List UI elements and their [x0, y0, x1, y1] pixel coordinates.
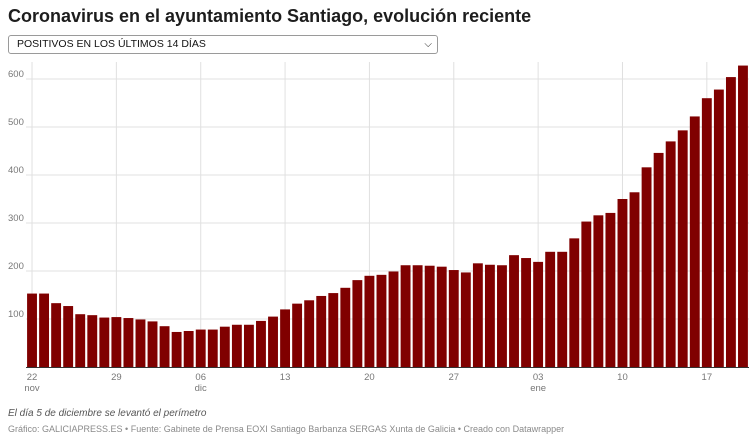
bar[interactable] [665, 141, 676, 367]
y-tick-label: 200 [8, 261, 24, 272]
bar[interactable] [256, 320, 266, 367]
y-tick-label: 600 [8, 69, 24, 80]
x-tick-label: 10 [617, 372, 628, 383]
bar[interactable] [497, 265, 507, 367]
bar[interactable] [472, 263, 483, 367]
bar[interactable] [328, 293, 339, 367]
bar[interactable] [400, 265, 411, 367]
bar[interactable] [147, 321, 158, 367]
bar[interactable] [629, 192, 640, 367]
metric-select[interactable]: POSITIVOS EN LOS ÚLTIMOS 14 DÍAS ⌵ [8, 35, 438, 54]
bar[interactable] [460, 272, 471, 367]
bar[interactable] [509, 255, 519, 367]
x-tick-label: 03 [533, 372, 544, 383]
y-tick-label: 400 [8, 165, 24, 176]
bar[interactable] [268, 316, 278, 367]
y-tick-label: 500 [8, 117, 24, 128]
bar[interactable] [243, 324, 254, 367]
bar[interactable] [75, 314, 86, 367]
bar[interactable] [111, 317, 122, 367]
bar[interactable] [63, 306, 74, 367]
metric-select-value: POSITIVOS EN LOS ÚLTIMOS 14 DÍAS [17, 38, 206, 50]
bar[interactable] [99, 317, 110, 367]
x-tick-month-label: nov [24, 383, 40, 394]
chart-title: Coronavirus en el ayuntamiento Santiago,… [8, 6, 532, 26]
chart-footer: Gráfico: GALICIAPRESS.ES • Fuente: Gabin… [8, 424, 565, 434]
bar[interactable] [388, 271, 399, 367]
bar[interactable] [701, 98, 712, 367]
x-tick-month-label: dic [195, 383, 207, 394]
bar[interactable] [424, 265, 435, 367]
bar[interactable] [171, 331, 182, 367]
bar[interactable] [484, 264, 495, 367]
bar[interactable] [653, 152, 664, 367]
bar[interactable] [316, 295, 327, 367]
x-tick-label: 27 [448, 372, 459, 383]
x-tick-label: 20 [364, 372, 375, 383]
bar[interactable] [304, 300, 315, 367]
bar[interactable] [641, 167, 652, 367]
bar[interactable] [27, 293, 37, 367]
bar[interactable] [533, 261, 544, 367]
bar[interactable] [87, 315, 98, 367]
bar[interactable] [280, 309, 291, 367]
bar[interactable] [340, 287, 351, 367]
bar[interactable] [39, 293, 50, 367]
bar[interactable] [617, 199, 628, 367]
bar[interactable] [376, 274, 387, 367]
bar[interactable] [448, 270, 459, 367]
x-tick-month-label: ene [530, 383, 546, 394]
bar[interactable] [605, 212, 616, 367]
x-tick-label: 06 [195, 372, 206, 383]
bar[interactable] [436, 266, 447, 367]
bar[interactable] [412, 265, 423, 367]
chevron-down-icon: ⌵ [424, 39, 432, 50]
bar[interactable] [352, 280, 363, 367]
bar[interactable] [545, 251, 556, 367]
bar[interactable] [135, 319, 146, 367]
x-tick-label: 29 [111, 372, 122, 383]
x-tick-label: 22 [27, 372, 38, 383]
bar[interactable] [219, 326, 230, 367]
bar[interactable] [569, 238, 580, 367]
bar[interactable] [364, 275, 375, 367]
chart-note: El día 5 de diciembre se levantó el perí… [8, 408, 207, 419]
bar[interactable] [292, 303, 303, 367]
bar[interactable] [231, 324, 242, 367]
bar[interactable] [159, 326, 170, 367]
bar[interactable] [195, 329, 206, 367]
bar[interactable] [677, 130, 688, 367]
bar[interactable] [557, 251, 568, 367]
bar[interactable] [581, 221, 592, 367]
bar[interactable] [725, 77, 736, 367]
bar[interactable] [207, 329, 218, 367]
bar[interactable] [689, 116, 700, 367]
bar[interactable] [738, 65, 748, 367]
bar[interactable] [713, 89, 724, 367]
x-tick-label: 17 [702, 372, 713, 383]
bar[interactable] [183, 331, 194, 367]
y-tick-label: 300 [8, 213, 24, 224]
bar[interactable] [51, 303, 62, 367]
bar[interactable] [593, 215, 604, 367]
bar[interactable] [123, 318, 134, 367]
x-tick-label: 13 [280, 372, 291, 383]
bar[interactable] [521, 258, 532, 367]
y-tick-label: 100 [8, 309, 24, 320]
